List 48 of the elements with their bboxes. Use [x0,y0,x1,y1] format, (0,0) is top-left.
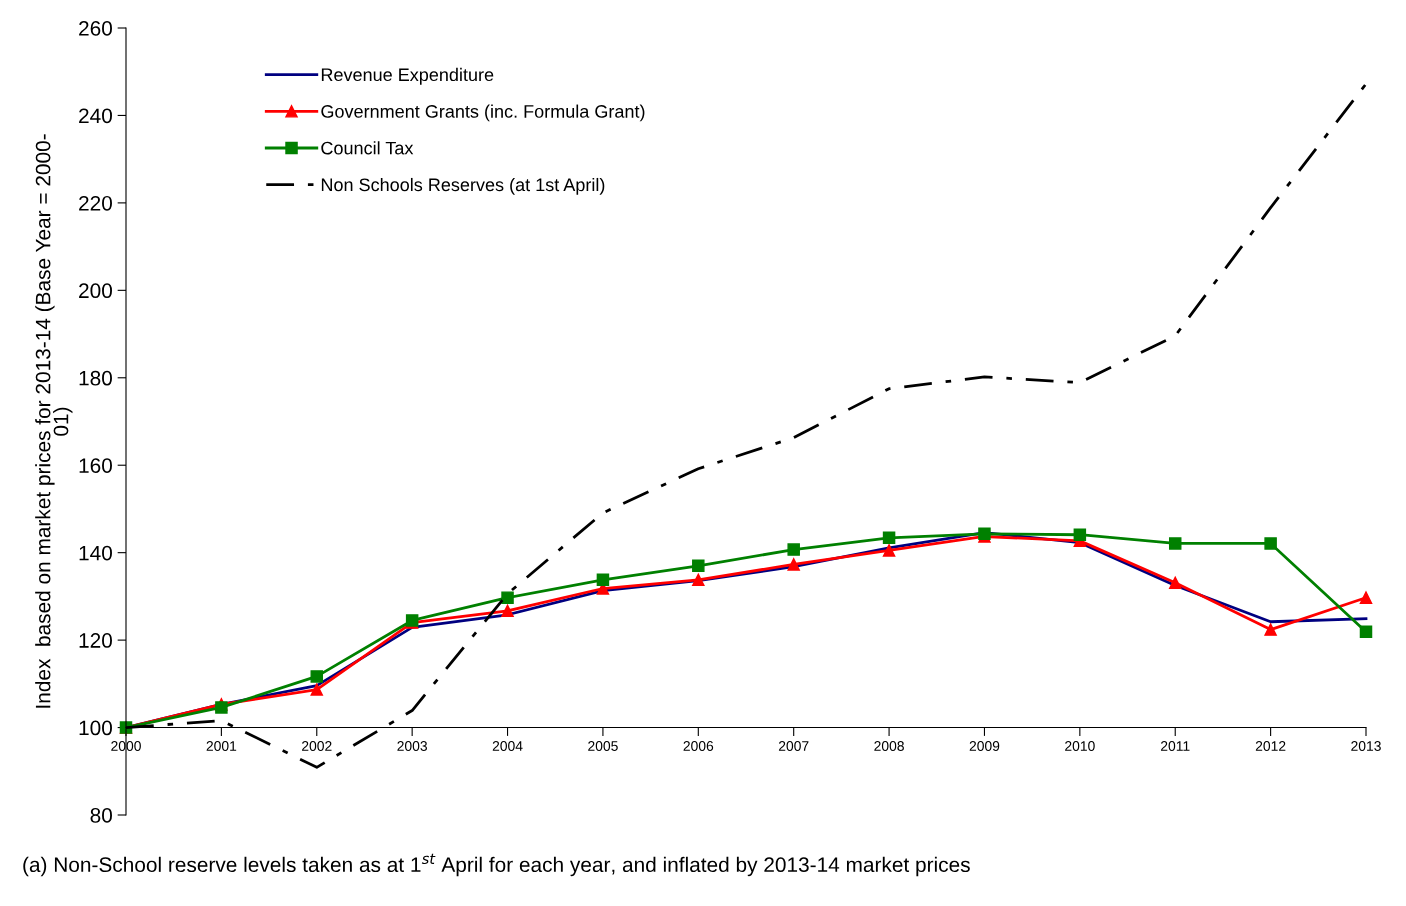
point [1168,537,1182,550]
y-tick-label: 260 [79,21,112,36]
x-tick-label: 2011 [1160,741,1190,751]
x-tick-label: 2007 [778,741,809,751]
x-tick-label: 2008 [874,741,904,751]
point [692,559,705,573]
x-tick-label: 2010 [1065,741,1095,751]
y-tick-label: 180 [79,370,112,386]
point [692,573,705,587]
point [501,604,514,618]
y-tick-label: 220 [79,195,112,211]
point [596,573,610,587]
x-tick-label: 2002 [302,741,332,751]
point [1264,623,1277,636]
x-tick-label: 2005 [588,741,618,751]
y-tick-label: 200 [79,283,112,299]
legend-label: Government Grants (inc. Formula Grant) [321,104,645,122]
y-tick-label: 240 [79,108,112,124]
legend-label: Non Schools Reserves (at 1st April) [321,177,605,195]
point [215,701,228,714]
point [1359,591,1373,604]
x-tick-label: 2004 [492,741,523,751]
point [787,543,800,556]
point [501,591,514,604]
y-tick-label: 160 [79,458,112,473]
point [882,544,896,557]
y-tick-label: 100 [79,720,112,736]
point [310,670,324,683]
point [787,558,800,571]
y-tick-label: 120 [79,633,112,648]
x-tick-label: 2009 [969,741,1000,751]
point [1359,625,1373,639]
x-tick-label: 2006 [683,741,714,751]
x-tick-label: 2001 [206,741,237,751]
y-tick-label: 140 [79,545,112,561]
y-axis-title: Index based on market prices for 2013-14 (Base Year = 2000- 01) [35,134,73,708]
legend-label: Revenue Expenditure [321,67,494,85]
y-tick-label: 80 [90,808,112,823]
point [1168,576,1182,590]
point [1073,528,1087,541]
x-tick-label: 2012 [1255,741,1286,751]
point [310,683,324,696]
legend-label: Council Tax [321,141,414,155]
point [882,531,896,545]
x-tick-label: 2003 [397,741,427,751]
x-tick-label: 2013 [1351,741,1381,751]
text: (a) Non-School reserve levels taken as at 1$^{st}$ April for each year, and inflated by 2013-14 market prices [23,853,970,877]
point [1264,537,1277,550]
